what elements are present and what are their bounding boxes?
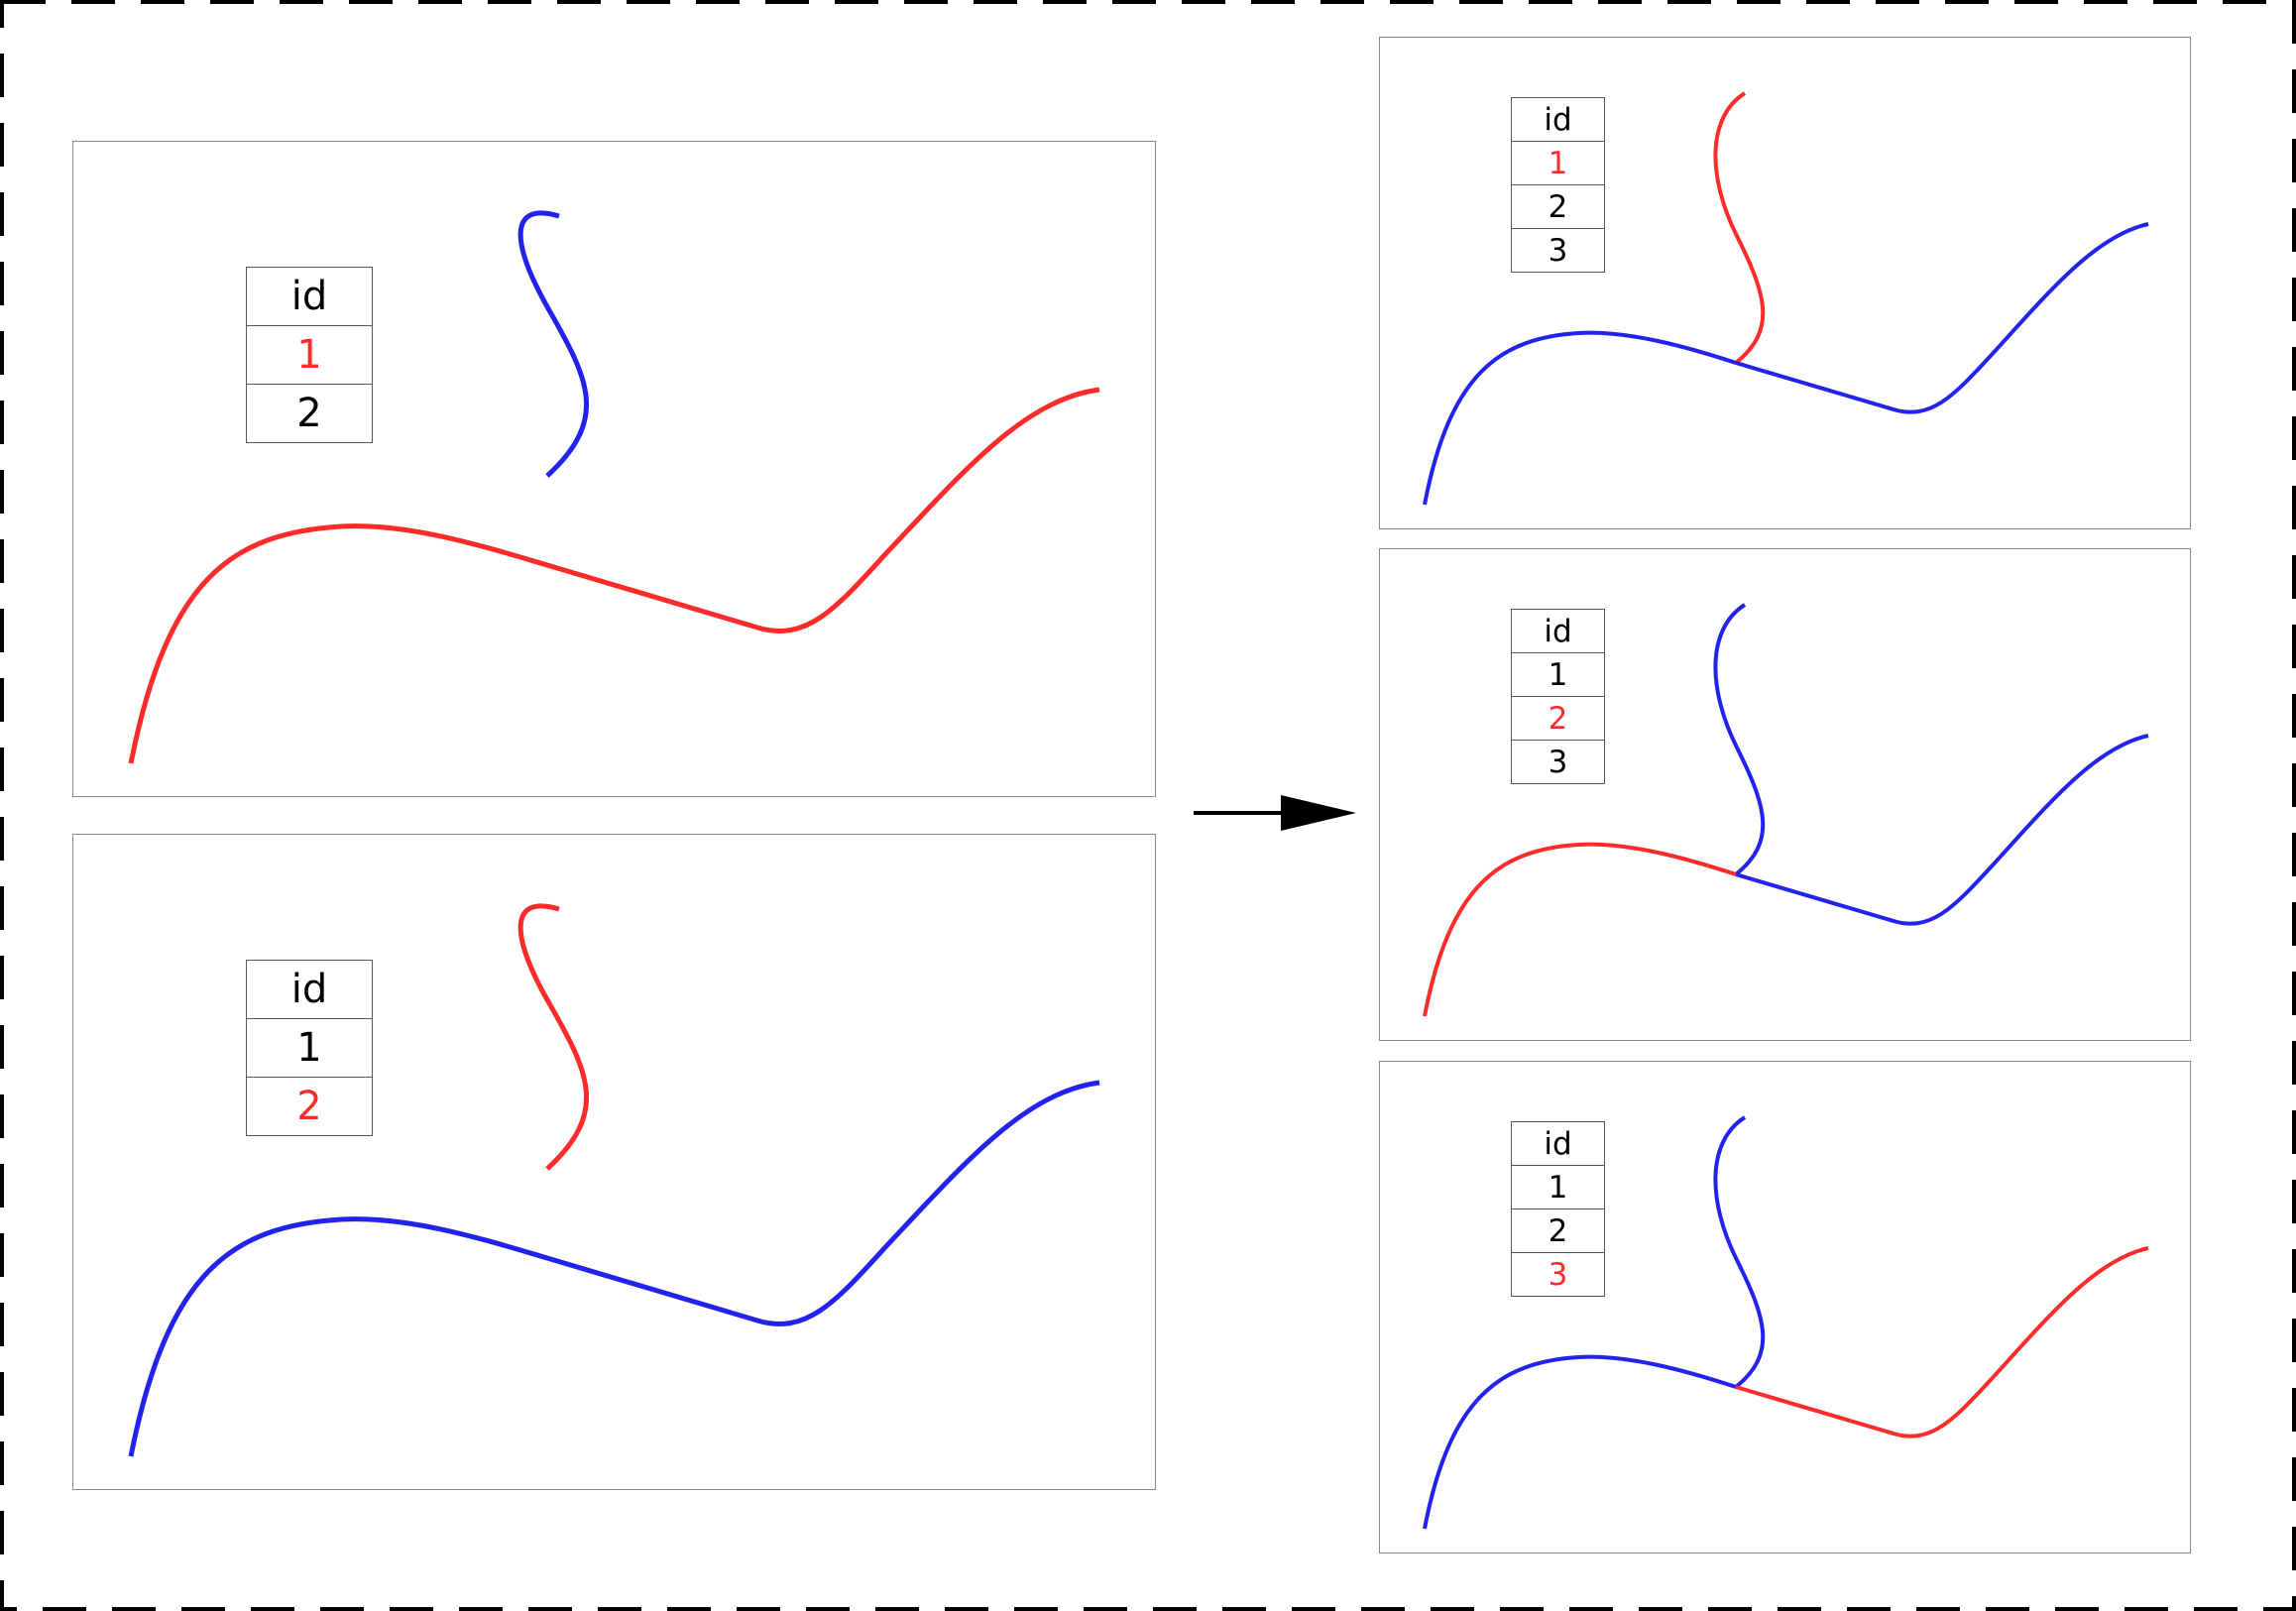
curves: [1423, 91, 2149, 506]
right-arrow-icon: [1194, 795, 1356, 831]
id-cell: 1: [246, 1018, 373, 1078]
id-cell: 2: [246, 1077, 373, 1136]
lower-branch: [1423, 842, 1737, 1017]
id-header: id: [1511, 1121, 1605, 1166]
id-cell: 1: [1511, 141, 1605, 185]
id-cell: 3: [1511, 1252, 1605, 1297]
id-table: id 1 2: [246, 267, 373, 443]
after-panel-id-2: id 1 2 3: [1379, 548, 2191, 1041]
id-table: id 1 2 3: [1511, 97, 1605, 273]
id-cell: 1: [246, 325, 373, 385]
before-panel-id-1: id 1 2: [72, 141, 1156, 797]
id-cell: 1: [1511, 652, 1605, 697]
upper-branch: [1713, 1115, 1766, 1389]
right-branch: [1735, 222, 2149, 414]
id-header: id: [1511, 609, 1605, 653]
curves: [1423, 603, 2149, 1017]
id-cell: 2: [1511, 184, 1605, 229]
main-line: [128, 387, 1100, 764]
right-branch: [1735, 1246, 2149, 1438]
branch-line: [517, 903, 590, 1171]
id-cell: 3: [1511, 228, 1605, 273]
upper-branch: [1713, 91, 1766, 365]
curves: [1423, 1115, 2149, 1530]
after-panel-id-3: id 1 2 3: [1379, 1061, 2191, 1553]
before-panel-id-2: id 1 2: [72, 834, 1156, 1490]
id-header: id: [246, 960, 373, 1019]
id-cell: 2: [246, 384, 373, 443]
id-table: id 1 2: [246, 960, 373, 1136]
id-header: id: [246, 267, 373, 326]
after-panel-id-1: id 1 2 3: [1379, 37, 2191, 529]
upper-branch: [1713, 603, 1766, 876]
curves: [128, 210, 1100, 764]
id-table: id 1 2 3: [1511, 1121, 1605, 1297]
main-line: [128, 1080, 1100, 1457]
curves: [128, 903, 1100, 1457]
id-table: id 1 2 3: [1511, 609, 1605, 784]
id-cell: 3: [1511, 740, 1605, 784]
right-branch: [1735, 734, 2149, 926]
id-cell: 2: [1511, 696, 1605, 741]
lower-branch: [1423, 330, 1737, 506]
id-header: id: [1511, 97, 1605, 142]
lower-branch: [1423, 1354, 1737, 1530]
id-cell: 2: [1511, 1208, 1605, 1253]
branch-line: [517, 210, 590, 478]
id-cell: 1: [1511, 1165, 1605, 1209]
